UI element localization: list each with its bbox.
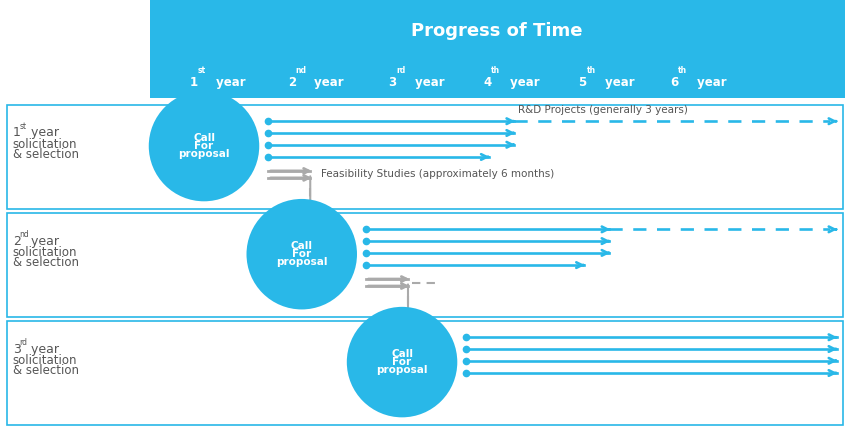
Text: Call: Call xyxy=(291,242,313,251)
Text: year: year xyxy=(27,343,60,355)
Text: year: year xyxy=(27,126,60,140)
Text: & selection: & selection xyxy=(13,364,79,377)
Text: year: year xyxy=(506,76,540,89)
Text: year: year xyxy=(212,76,246,89)
Text: th: th xyxy=(678,66,688,75)
Text: For: For xyxy=(393,357,411,367)
Text: solicitation: solicitation xyxy=(13,138,77,151)
Text: 1: 1 xyxy=(190,76,198,89)
Text: nd: nd xyxy=(20,230,29,239)
Text: 3: 3 xyxy=(388,76,396,89)
Text: th: th xyxy=(491,66,501,75)
Text: year: year xyxy=(601,76,635,89)
Text: For: For xyxy=(292,249,311,259)
Text: st: st xyxy=(198,66,207,75)
Text: Call: Call xyxy=(193,133,215,143)
Text: proposal: proposal xyxy=(377,365,428,375)
Text: nd: nd xyxy=(296,66,307,75)
Text: & selection: & selection xyxy=(13,148,79,161)
Text: solicitation: solicitation xyxy=(13,246,77,259)
Text: Progress of Time: Progress of Time xyxy=(411,21,583,40)
Ellipse shape xyxy=(246,199,357,310)
Text: 6: 6 xyxy=(670,76,678,89)
Text: For: For xyxy=(195,141,213,151)
Text: & selection: & selection xyxy=(13,256,79,269)
Text: year: year xyxy=(310,76,344,89)
Text: 2: 2 xyxy=(13,235,20,248)
Text: rd: rd xyxy=(20,338,27,347)
Text: year: year xyxy=(411,76,445,89)
Text: R&D Projects (generally 3 years): R&D Projects (generally 3 years) xyxy=(518,106,688,115)
Text: proposal: proposal xyxy=(276,257,327,267)
Ellipse shape xyxy=(149,91,259,201)
Text: st: st xyxy=(20,122,26,131)
Text: 3: 3 xyxy=(13,343,20,355)
Text: 2: 2 xyxy=(287,76,296,89)
Text: proposal: proposal xyxy=(178,149,230,159)
Text: rd: rd xyxy=(396,66,405,75)
Bar xyxy=(150,61,845,98)
Text: Call: Call xyxy=(391,349,413,359)
Bar xyxy=(150,0,845,63)
Text: solicitation: solicitation xyxy=(13,354,77,367)
Text: 1: 1 xyxy=(13,126,20,140)
Text: year: year xyxy=(27,235,60,248)
Bar xyxy=(7,105,843,209)
Text: 5: 5 xyxy=(578,76,586,89)
Bar xyxy=(7,213,843,317)
Text: 4: 4 xyxy=(483,76,491,89)
Text: Feasibility Studies (approximately 6 months): Feasibility Studies (approximately 6 mon… xyxy=(321,170,554,179)
Text: th: th xyxy=(586,66,596,75)
Text: year: year xyxy=(693,76,727,89)
Bar xyxy=(7,321,843,425)
Ellipse shape xyxy=(347,307,457,417)
